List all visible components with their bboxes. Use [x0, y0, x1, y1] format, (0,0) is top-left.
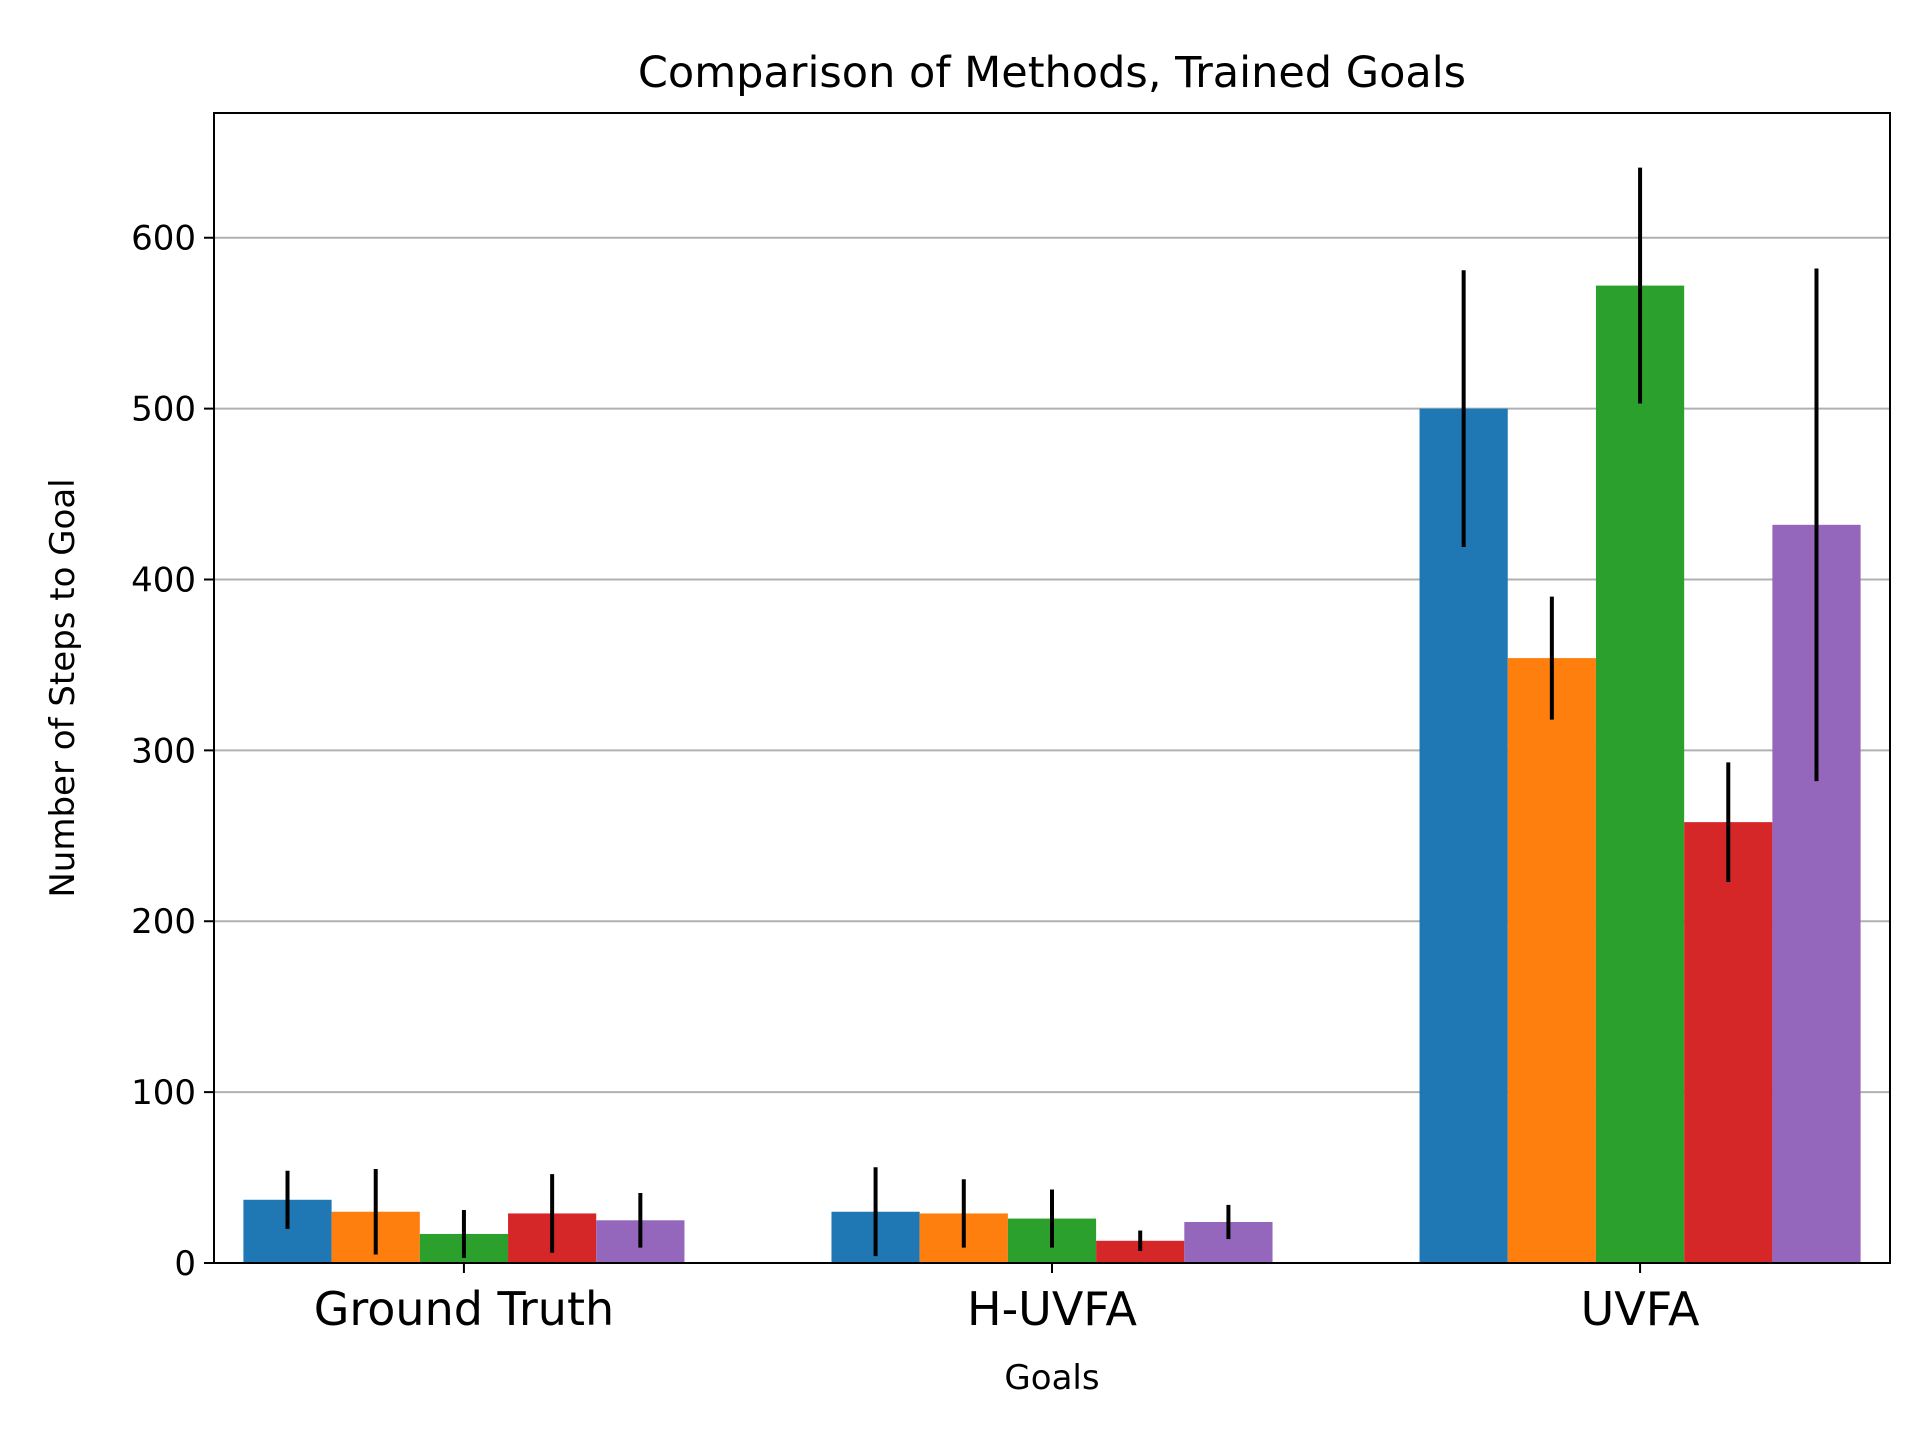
grid-lines [214, 236, 1890, 1094]
error-bars [285, 167, 1819, 1258]
bar-series-3-uvfa [1595, 285, 1685, 1263]
x-tick-label-h-uvfa: H-UVFA [967, 1282, 1138, 1336]
bar-series-4-uvfa [1684, 822, 1773, 1263]
bars [243, 285, 1861, 1263]
y-tick-label-600: 600 [131, 219, 196, 259]
bar-series-2-uvfa [1507, 658, 1596, 1263]
x-tick-label-ground-truth: Ground Truth [314, 1282, 614, 1336]
y-axis-ticks: 0 100 200 300 400 500 600 [131, 219, 214, 1284]
y-tick-label-200: 200 [131, 902, 196, 942]
x-axis-label: Goals [1004, 1358, 1099, 1398]
bar-series-4-h-uvfa [1096, 1240, 1185, 1263]
x-axis-ticks: Ground Truth H-UVFA UVFA [314, 1263, 1700, 1336]
y-tick-label-400: 400 [131, 560, 196, 600]
y-tick-label-100: 100 [131, 1073, 196, 1113]
y-tick-label-300: 300 [131, 731, 196, 771]
y-tick-label-500: 500 [131, 390, 196, 430]
chart-title: Comparison of Methods, Trained Goals [638, 48, 1466, 98]
x-tick-label-uvfa: UVFA [1581, 1282, 1700, 1336]
y-tick-label-0: 0 [174, 1244, 196, 1284]
bar-series-1-uvfa [1419, 408, 1508, 1263]
y-axis-label: Number of Steps to Goal [43, 478, 83, 897]
